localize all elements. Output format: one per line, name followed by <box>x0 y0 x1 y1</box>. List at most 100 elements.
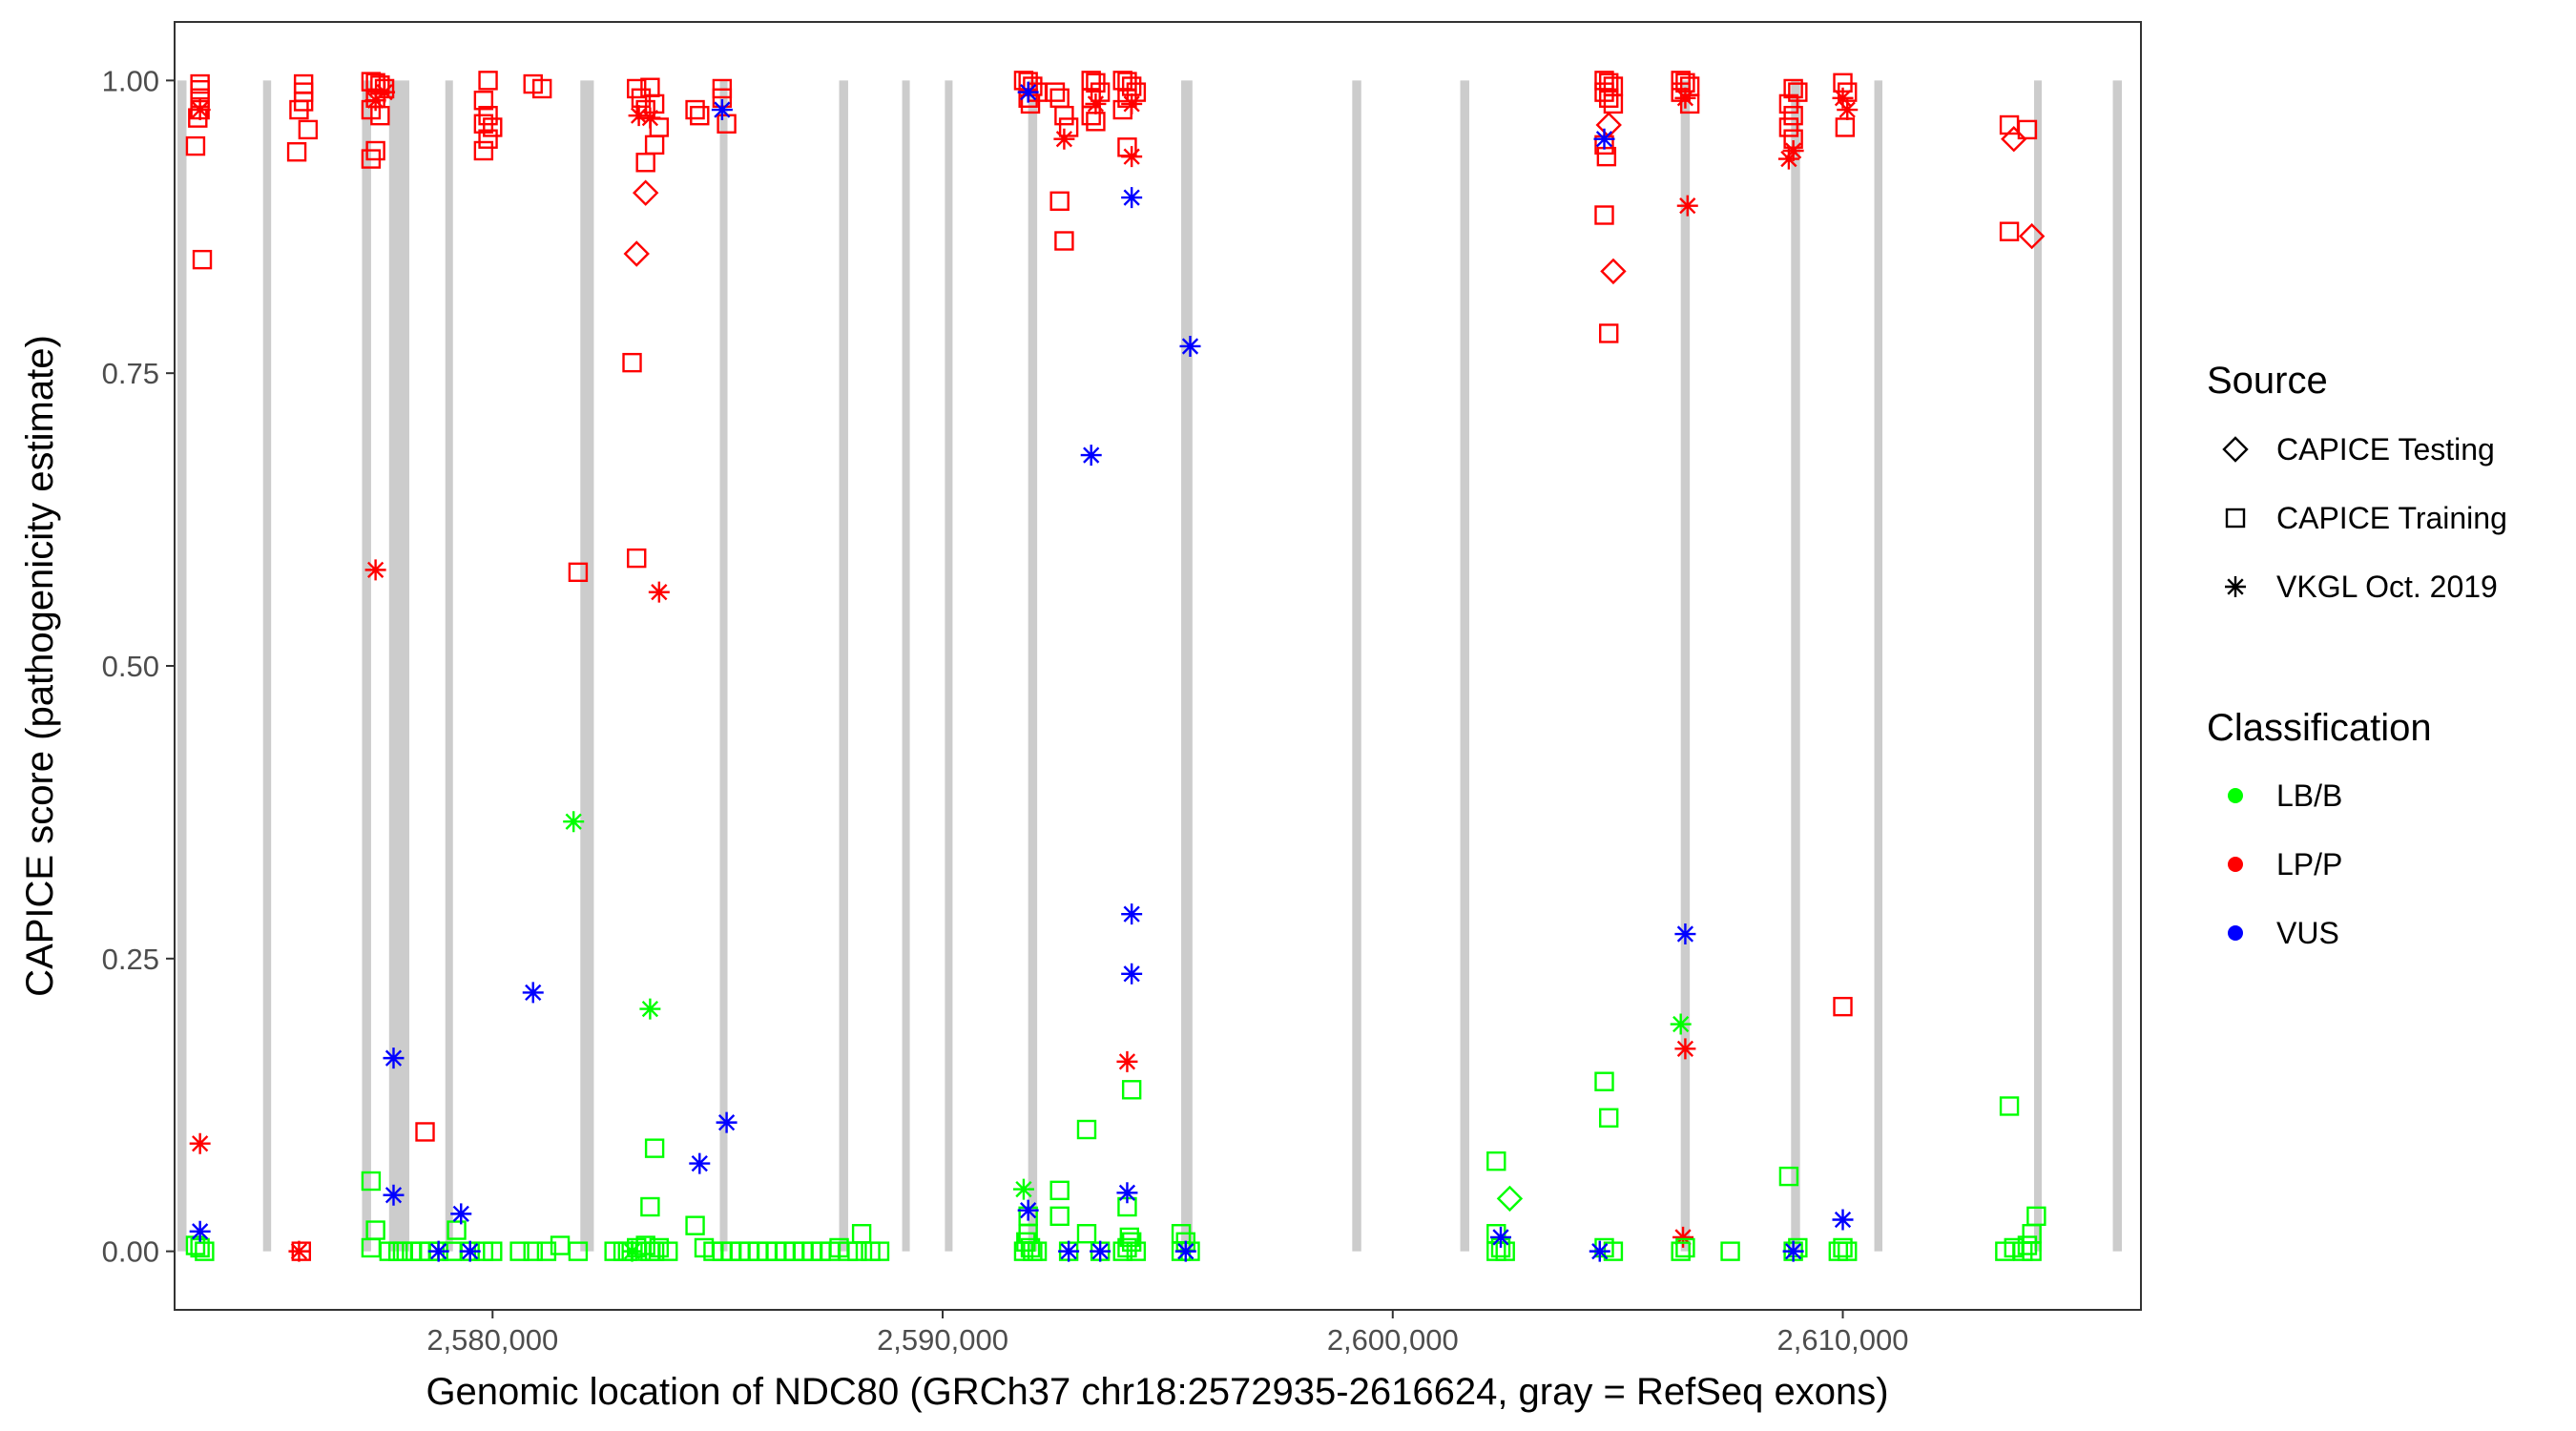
x-axis: 2,580,000 2,590,000 2,600,000 2,610,000 <box>426 1310 1908 1357</box>
x-tick-label: 2,600,000 <box>1327 1323 1459 1357</box>
exon-band <box>1460 80 1469 1252</box>
data-point-square <box>473 140 494 161</box>
data-point-square <box>1599 1108 1619 1128</box>
data-point-square <box>2017 119 2038 140</box>
legend-key-asterisk <box>2225 576 2246 597</box>
data-point-square <box>523 1241 543 1261</box>
data-point-square <box>1086 112 1106 132</box>
data-point-square <box>568 562 589 583</box>
data-point-asterisk <box>1674 87 1696 109</box>
data-point-asterisk <box>383 1047 405 1069</box>
exon-band <box>580 80 594 1252</box>
data-point-square <box>1049 1180 1070 1201</box>
data-point-square <box>361 1171 382 1192</box>
data-point-asterisk <box>716 1111 737 1133</box>
legend-key-dot <box>2228 788 2243 803</box>
data-point-asterisk <box>1121 146 1143 168</box>
data-point-asterisk <box>1116 1182 1138 1204</box>
data-point-square <box>415 1122 435 1142</box>
data-point-asterisk <box>1672 1226 1694 1248</box>
data-point-square <box>536 1241 557 1261</box>
exon-band <box>1181 80 1193 1252</box>
exon-band <box>262 80 272 1252</box>
data-point-asterisk <box>522 982 544 1004</box>
legend-class-label: LB/B <box>2276 778 2342 813</box>
data-point-square <box>1599 88 1619 108</box>
data-point-asterisk <box>563 811 585 833</box>
data-point-square <box>473 91 494 111</box>
data-point-square <box>1671 1241 1691 1261</box>
data-point-diamond <box>2001 126 2027 153</box>
data-point-asterisk <box>1489 1226 1511 1248</box>
x-tick-label: 2,610,000 <box>1777 1323 1909 1357</box>
data-point-square <box>1020 1237 1041 1258</box>
data-point-square <box>640 1196 660 1217</box>
data-point-asterisk <box>1179 335 1201 357</box>
exon-band <box>1352 80 1361 1252</box>
data-point-asterisk <box>364 90 386 112</box>
series-vus <box>189 81 1854 1262</box>
data-point-square <box>447 1220 467 1240</box>
data-point-square <box>658 1241 678 1261</box>
data-point-square <box>298 119 319 140</box>
data-point-diamond <box>1600 258 1627 285</box>
data-point-asterisk <box>1832 87 1854 109</box>
data-point-square <box>1121 1080 1142 1100</box>
data-point-diamond <box>1496 1185 1524 1213</box>
exon-band <box>839 80 848 1252</box>
data-point-square <box>1833 996 1853 1017</box>
data-point-square <box>509 1241 530 1261</box>
exon-band <box>2034 80 2043 1252</box>
data-point-square <box>1054 105 1074 126</box>
data-point-square <box>1783 78 1803 99</box>
data-point-diamond <box>623 240 650 267</box>
data-point-asterisk <box>628 105 650 127</box>
exon-band <box>177 80 187 1252</box>
data-point-square <box>289 99 309 120</box>
y-axis-label: CAPICE score (pathogenicity estimate) <box>19 335 61 997</box>
data-point-square <box>370 75 390 95</box>
data-point-square <box>1833 1237 1853 1258</box>
legend-class-label: VUS <box>2276 916 2339 950</box>
data-point-square <box>869 1241 890 1261</box>
legend: Source CAPICE Testing CAPICE Training VKGL… <box>2207 360 2507 950</box>
data-point-square <box>568 1241 589 1261</box>
data-point-asterisk <box>1012 1178 1034 1200</box>
data-point-square <box>627 548 647 569</box>
data-point-asterisk <box>648 581 670 603</box>
data-point-asterisk <box>689 1152 711 1174</box>
data-point-square <box>1835 117 1856 137</box>
series-lp-p <box>185 71 2046 1262</box>
data-point-square <box>192 249 213 270</box>
data-point-square <box>1049 191 1070 211</box>
data-point-square <box>483 1241 503 1261</box>
data-point-asterisk <box>1674 1038 1696 1060</box>
data-point-square <box>1599 323 1619 343</box>
data-point-square <box>690 105 710 126</box>
data-point-square <box>644 1241 665 1261</box>
data-point-square <box>1027 1241 1048 1261</box>
data-point-square <box>370 105 390 126</box>
data-point-asterisk <box>1782 140 1804 161</box>
data-point-square <box>1783 105 1803 126</box>
exon-band <box>388 80 410 1252</box>
data-point-square <box>1117 88 1137 108</box>
data-point-asterisk <box>1782 1240 1804 1262</box>
legend-classification-title: Classification <box>2207 707 2432 749</box>
data-point-square <box>1838 1241 1858 1261</box>
data-point-square <box>1054 231 1074 251</box>
legend-source-title: Source <box>2207 360 2328 402</box>
x-tick-label: 2,590,000 <box>877 1323 1008 1357</box>
exon-band <box>1791 80 1800 1252</box>
data-point-asterisk <box>364 559 386 581</box>
data-point-square <box>1112 99 1132 120</box>
legend-classification-items: LB/B LP/P VUS <box>2228 778 2342 950</box>
data-point-asterisk <box>189 1132 211 1154</box>
data-point-asterisk <box>1090 1240 1111 1262</box>
data-point-asterisk <box>189 1220 211 1242</box>
data-point-asterisk <box>1676 195 1698 217</box>
legend-class-label: LP/P <box>2276 847 2342 881</box>
data-point-asterisk <box>1058 1240 1080 1262</box>
